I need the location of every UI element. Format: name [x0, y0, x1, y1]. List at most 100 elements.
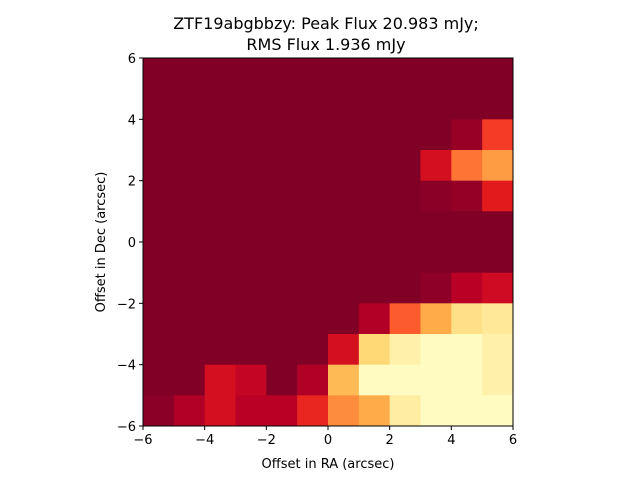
heatmap-cell: [143, 88, 175, 120]
heatmap-cell: [389, 119, 421, 151]
heatmap-cell: [143, 211, 175, 274]
heatmap-cell: [173, 303, 206, 335]
heatmap-cell: [204, 119, 236, 151]
heatmap-cell: [235, 211, 267, 274]
heatmap-cell: [328, 211, 360, 274]
heatmap-cell: [451, 180, 483, 212]
heatmap-cell: [173, 364, 206, 396]
heatmap-cell: [297, 58, 329, 90]
heatmap-cell: [451, 211, 483, 274]
x-axis-ticks: −6 −4 −2 0 2 4 6: [133, 426, 517, 448]
heatmap-cell: [173, 334, 206, 366]
heatmap-cell: [482, 180, 514, 212]
heatmap-cell: [389, 88, 421, 120]
heatmap-cell: [143, 119, 175, 151]
heatmap-cell: [235, 58, 267, 90]
heatmap-cell: [204, 180, 236, 212]
heatmap-cell: [358, 272, 391, 304]
heatmap-cell: [420, 364, 452, 396]
heatmap-cell: [451, 395, 483, 427]
heatmap-cell: [358, 119, 391, 151]
x-tick-label: 0: [324, 433, 332, 448]
y-tick-label: 2: [128, 175, 136, 190]
chart-title-line1: ZTF19abgbbzy: Peak Flux 20.983 mJy;: [173, 14, 479, 33]
heatmap-cell: [328, 119, 360, 151]
heatmap-cell: [482, 211, 514, 274]
heatmap-cell: [358, 150, 391, 182]
heatmap-cell: [204, 211, 236, 274]
heatmap-cell: [389, 150, 421, 182]
heatmap-cell: [297, 211, 329, 274]
heatmap-cell: [420, 88, 452, 120]
heatmap-cell: [482, 58, 514, 90]
heatmap-cell: [358, 211, 391, 274]
heatmap-cell: [451, 88, 483, 120]
heatmap-cell: [204, 303, 236, 335]
heatmap-cell: [389, 303, 421, 335]
heatmap-cell: [143, 303, 175, 335]
y-tick-label: 0: [128, 236, 136, 251]
heatmap-cell: [358, 58, 391, 90]
heatmap-cell: [266, 88, 298, 120]
heatmap-cell: [204, 150, 236, 182]
x-tick-label: −4: [195, 433, 214, 448]
heatmap-cell: [297, 180, 329, 212]
heatmap-cell: [389, 211, 421, 274]
heatmap-cell: [297, 119, 329, 151]
heatmap-cell: [266, 272, 298, 304]
y-tick-label: −2: [117, 297, 136, 312]
heatmap-cell: [204, 88, 236, 120]
heatmap-cell: [482, 334, 514, 366]
heatmap-cell: [204, 364, 236, 396]
heatmap-cell: [173, 272, 206, 304]
heatmap-cell: [420, 395, 452, 427]
heatmap-cell: [143, 364, 175, 396]
heatmap-cell: [482, 88, 514, 120]
chart-title-line2: RMS Flux 1.936 mJy: [246, 35, 405, 54]
heatmap-cell: [328, 395, 360, 427]
heatmap-cell: [389, 395, 421, 427]
heatmap-cell: [358, 303, 391, 335]
heatmap-cell: [143, 334, 175, 366]
heatmap-cell: [451, 303, 483, 335]
heatmap-cell: [143, 58, 175, 90]
heatmap-cell: [328, 150, 360, 182]
heatmap-cell: [235, 272, 267, 304]
heatmap-cell: [204, 58, 236, 90]
heatmap-cell: [328, 364, 360, 396]
heatmap-cell: [297, 272, 329, 304]
heatmap-cell: [328, 58, 360, 90]
heatmap-cell: [143, 272, 175, 304]
heatmap-cell: [328, 334, 360, 366]
heatmap-cell: [297, 150, 329, 182]
heatmap-cell: [328, 303, 360, 335]
heatmap-cell: [173, 58, 206, 90]
heatmap-cell: [328, 88, 360, 120]
heatmap-cell: [297, 364, 329, 396]
heatmap-cell: [451, 272, 483, 304]
heatmap-cells: [143, 58, 514, 427]
heatmap-cell: [235, 180, 267, 212]
heatmap-cell: [235, 395, 267, 427]
heatmap-cell: [389, 334, 421, 366]
heatmap-cell: [266, 119, 298, 151]
heatmap-cell: [173, 88, 206, 120]
heatmap-cell: [451, 364, 483, 396]
heatmap-cell: [482, 272, 514, 304]
heatmap-cell: [266, 364, 298, 396]
heatmap-cell: [297, 303, 329, 335]
heatmap-cell: [235, 364, 267, 396]
heatmap-cell: [235, 88, 267, 120]
heatmap-cell: [266, 150, 298, 182]
heatmap-cell: [420, 272, 452, 304]
y-axis-label: Offset in Dec (arcsec): [94, 172, 109, 313]
heatmap-cell: [297, 334, 329, 366]
x-tick-label: 6: [509, 433, 517, 448]
y-tick-label: −6: [117, 420, 136, 435]
heatmap-cell: [389, 364, 421, 396]
heatmap-cell: [420, 211, 452, 274]
heatmap-cell: [204, 272, 236, 304]
x-axis-label: Offset in RA (arcsec): [262, 457, 395, 472]
heatmap-cell: [451, 119, 483, 151]
